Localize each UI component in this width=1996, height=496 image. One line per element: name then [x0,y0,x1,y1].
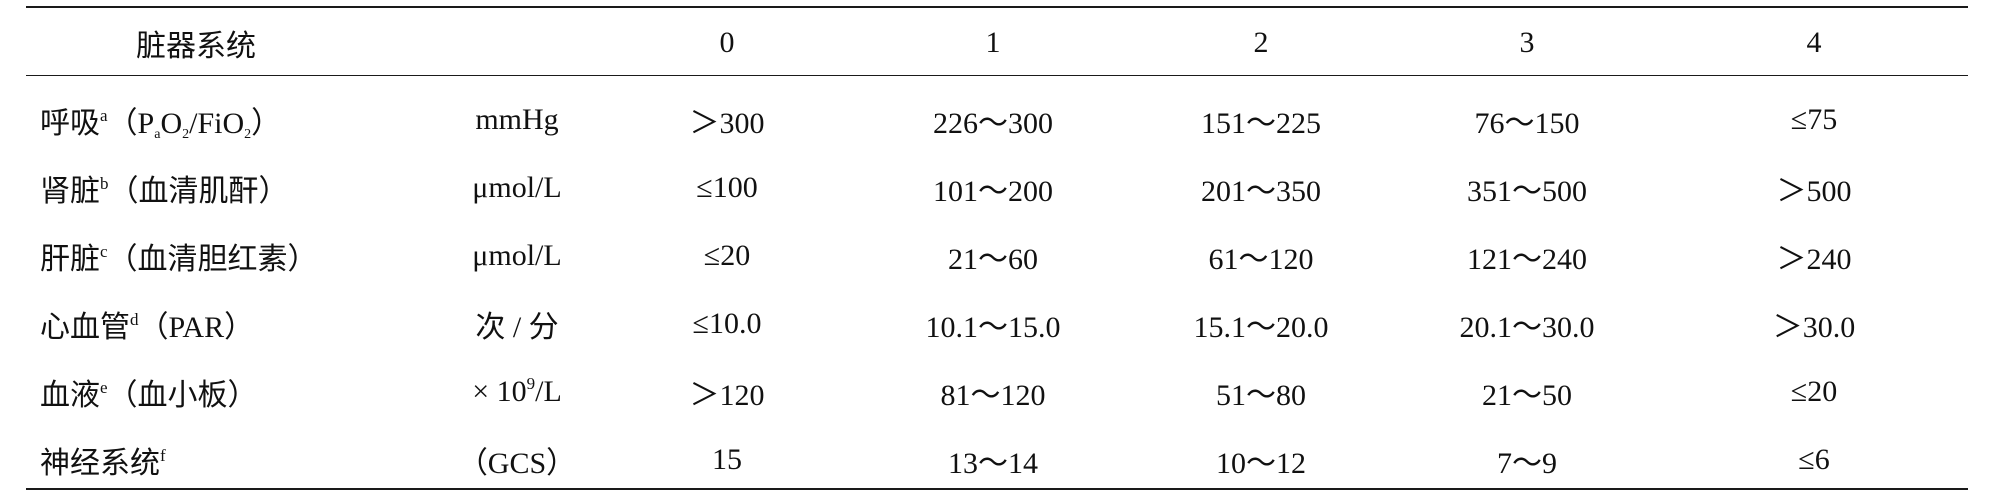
organ-desc: O [160,107,183,140]
score-0-cell: ≤20 [703,239,751,272]
organ-desc: ） [251,107,282,140]
organ-name: 肝脏 [40,243,100,276]
organ-name: 呼吸 [40,107,100,140]
header-organ-system: 脏器系统 [136,30,256,63]
organ-desc: /FiO [189,107,245,140]
footnote-marker: d [130,310,139,330]
unit-cell: mmHg [475,103,559,136]
score-0-cell: ≤10.0 [692,307,762,340]
score-1-cell: 226～300 [933,107,1053,140]
score-3-cell: 76～150 [1474,107,1580,140]
header-score-3: 3 [1519,26,1535,59]
unit-text: /L [535,375,562,408]
score-4-cell: ≤75 [1790,103,1838,136]
footnote-marker: f [160,446,166,466]
header-rule [26,75,1968,76]
score-3-cell: 351～500 [1467,175,1587,208]
score-1-cell: 10.1～15.0 [925,311,1061,344]
score-1-cell: 81～120 [940,379,1046,412]
footnote-marker: a [100,106,108,126]
score-0-cell: ≤100 [696,171,758,204]
organ-desc: （血小板） [107,379,258,412]
score-4-cell: ≤20 [1790,375,1838,408]
score-2-cell: 61～120 [1208,243,1314,276]
score-0-cell: ＞120 [689,379,765,412]
score-0-cell: ＞300 [689,107,765,140]
unit-cell: × 109/L [438,358,596,426]
table-row: 心血管d（PAR） 次 / 分 ≤10.0 10.1～15.0 15.1～20.… [26,290,1968,358]
score-3-cell: 21～50 [1482,379,1572,412]
organ-name: 血液 [40,379,100,412]
unit-text: × 10 [472,375,527,408]
organ-name: 肾脏 [40,175,100,208]
score-3-cell: 20.1～30.0 [1459,311,1595,344]
score-2-cell: 201～350 [1201,175,1321,208]
organ-cell: 心血管d（PAR） [26,290,438,358]
organ-cell: 血液e（血小板） [26,358,438,426]
score-3-cell: 121～240 [1467,243,1587,276]
score-2-cell: 15.1～20.0 [1193,311,1329,344]
unit-cell: 次 / 分 [475,311,559,344]
score-2-cell: 51～80 [1216,379,1306,412]
organ-desc: （P [107,107,155,140]
score-4-cell: ＞500 [1776,175,1852,208]
footnote-marker: b [100,174,109,194]
organ-desc-sub: 2 [182,126,190,142]
organ-desc: （血清胆红素） [107,243,318,276]
score-0-cell: 15 [712,443,742,476]
organ-cell: 肝脏c（血清胆红素） [26,222,438,290]
organ-cell: 肾脏b（血清肌酐） [26,154,438,222]
score-4-cell: ≤6 [1798,443,1830,476]
organ-desc-sub: 2 [244,126,252,142]
unit-cell: μmol/L [472,171,562,204]
organ-name: 心血管 [40,311,130,344]
table-row: 肾脏b（血清肌酐） μmol/L ≤100 101～200 201～350 35… [26,154,1968,222]
organ-cell: 呼吸a（PaO2/FiO2） [26,86,438,154]
table-row: 神经系统f （GCS） 15 13～14 10～12 7～9 ≤6 [26,426,1968,494]
footnote-marker: e [100,378,108,398]
score-1-cell: 101～200 [933,175,1053,208]
unit-cell: μmol/L [472,239,562,272]
table-row: 呼吸a（PaO2/FiO2） mmHg ＞300 226～300 151～225… [26,86,1968,154]
organ-desc: （血清肌酐） [108,175,289,208]
table-row: 血液e（血小板） × 109/L ＞120 81～120 51～80 21～50… [26,358,1968,426]
score-1-cell: 21～60 [948,243,1038,276]
organ-name: 神经系统 [40,447,160,480]
unit-exponent: 9 [526,374,536,394]
header-score-1: 1 [985,26,1001,59]
table-row: 肝脏c（血清胆红素） μmol/L ≤20 21～60 61～120 121～2… [26,222,1968,290]
score-2-cell: 151～225 [1201,107,1321,140]
score-4-cell: ＞30.0 [1772,311,1856,344]
table-header-row: 脏器系统 0 1 2 3 4 [26,0,1968,86]
bottom-rule [26,488,1968,490]
score-3-cell: 7～9 [1497,447,1557,480]
header-score-2: 2 [1253,26,1269,59]
footnote-marker: c [100,242,108,262]
sofa-score-table: 脏器系统 0 1 2 3 4 呼吸a（PaO2/FiO2） mmHg ＞300 … [26,0,1968,494]
top-rule [26,6,1968,8]
header-score-0: 0 [719,26,735,59]
score-1-cell: 13～14 [948,447,1038,480]
unit-cell: （GCS） [457,447,577,480]
header-score-4: 4 [1806,26,1822,59]
organ-desc-sub: a [154,126,161,142]
header-unit [438,0,596,86]
score-2-cell: 10～12 [1216,447,1306,480]
organ-desc: （PAR） [138,311,255,344]
score-4-cell: ＞240 [1776,243,1852,276]
organ-cell: 神经系统f [26,426,438,494]
